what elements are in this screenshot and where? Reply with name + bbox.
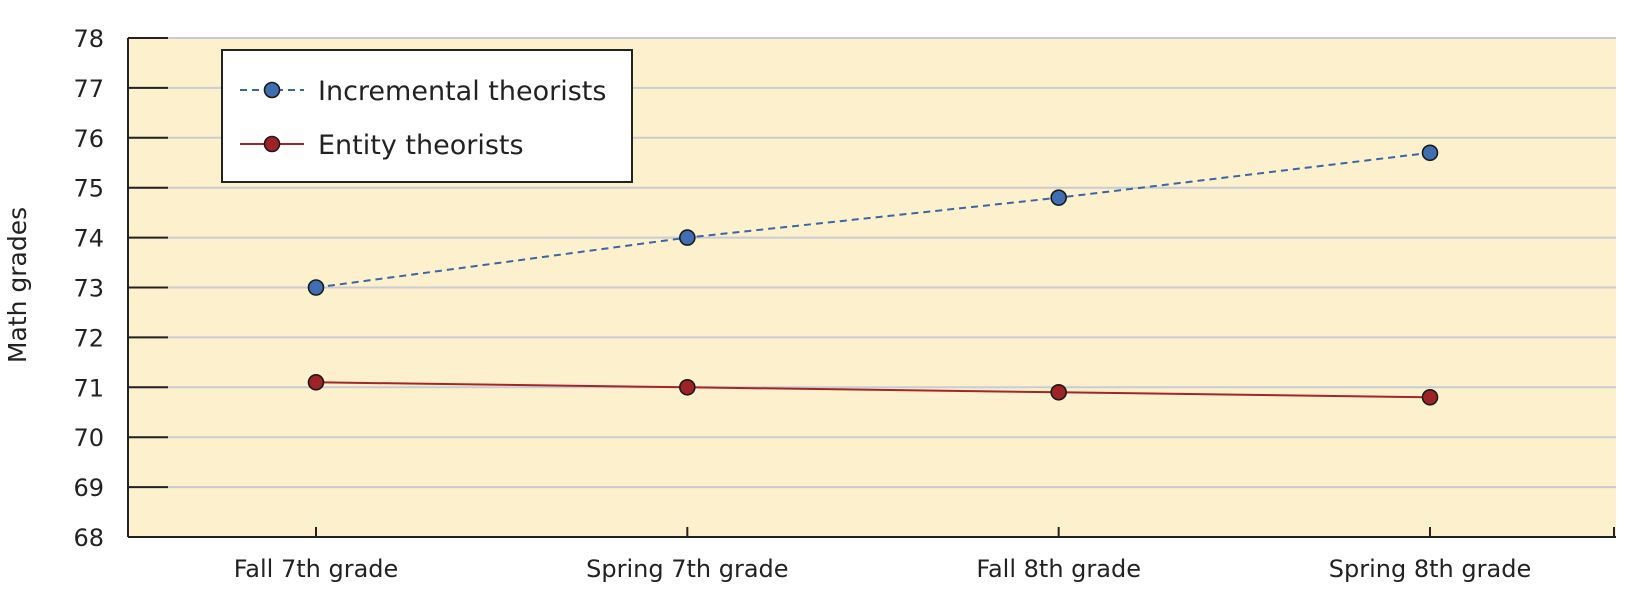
y-tick-label: 76 (73, 125, 104, 153)
data-point (679, 378, 696, 396)
data-point (1050, 189, 1067, 206)
y-tick-label: 72 (73, 324, 104, 352)
legend-marker (263, 81, 281, 99)
y-tick-label: 70 (73, 424, 104, 452)
series-line-1 (315, 381, 1431, 399)
legend-label: Entity theorists (318, 130, 524, 161)
y-tick-label: 71 (73, 374, 104, 402)
legend-box (221, 49, 633, 183)
data-point (307, 279, 325, 296)
data-point (1050, 383, 1067, 401)
x-tick-label: Fall 8th grade (976, 555, 1141, 583)
data-point (1421, 144, 1439, 162)
y-axis-title: Math grades (3, 207, 32, 363)
x-tick-label: Spring 7th grade (586, 555, 788, 583)
y-tick-label: 74 (73, 225, 104, 253)
y-tick-label: 73 (73, 275, 104, 303)
y-tick-label: 77 (73, 75, 104, 103)
data-point (307, 374, 325, 391)
data-point (679, 229, 696, 246)
y-tick-label: 78 (73, 25, 104, 53)
data-point (1421, 388, 1439, 406)
legend-marker (263, 135, 281, 153)
y-tick-label: 68 (73, 524, 104, 552)
x-tick-label: Spring 8th grade (1329, 555, 1531, 583)
y-tick-label: 75 (73, 175, 104, 203)
x-tick-label: Fall 7th grade (234, 555, 399, 583)
y-tick-label: 69 (73, 474, 104, 502)
legend-label: Incremental theorists (318, 76, 606, 107)
